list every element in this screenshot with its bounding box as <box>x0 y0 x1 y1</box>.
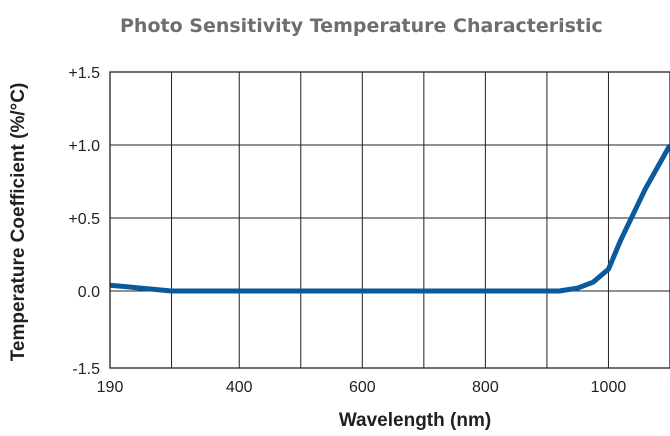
y-axis-title: Temperature Coefficient (%/°C) <box>8 83 29 362</box>
y-tick-label: 0.0 <box>78 284 100 301</box>
x-axis-title: Wavelength (nm) <box>339 410 491 431</box>
x-tick-label: 400 <box>226 379 253 396</box>
chart-title: Photo Sensitivity Temperature Characteri… <box>120 15 603 37</box>
x-tick-label: 600 <box>349 379 376 396</box>
y-tick-label: +1.5 <box>68 65 100 82</box>
y-tick-label: -1.5 <box>72 361 100 378</box>
x-tick-label: 190 <box>97 379 124 396</box>
series-layer <box>109 143 670 294</box>
y-tick-label: +1.0 <box>68 138 100 155</box>
grid-lines <box>110 71 670 369</box>
x-tick-label: 800 <box>472 379 499 396</box>
y-tick-labels: -1.5 0.0 +0.5 +1.0 +1.5 <box>68 65 100 378</box>
x-tick-labels: 190 400 600 800 1000 <box>97 379 627 396</box>
y-tick-label: +0.5 <box>68 211 100 228</box>
series-line <box>109 143 670 294</box>
plot-area-frame <box>109 71 670 369</box>
x-tick-label: 1000 <box>591 379 627 396</box>
